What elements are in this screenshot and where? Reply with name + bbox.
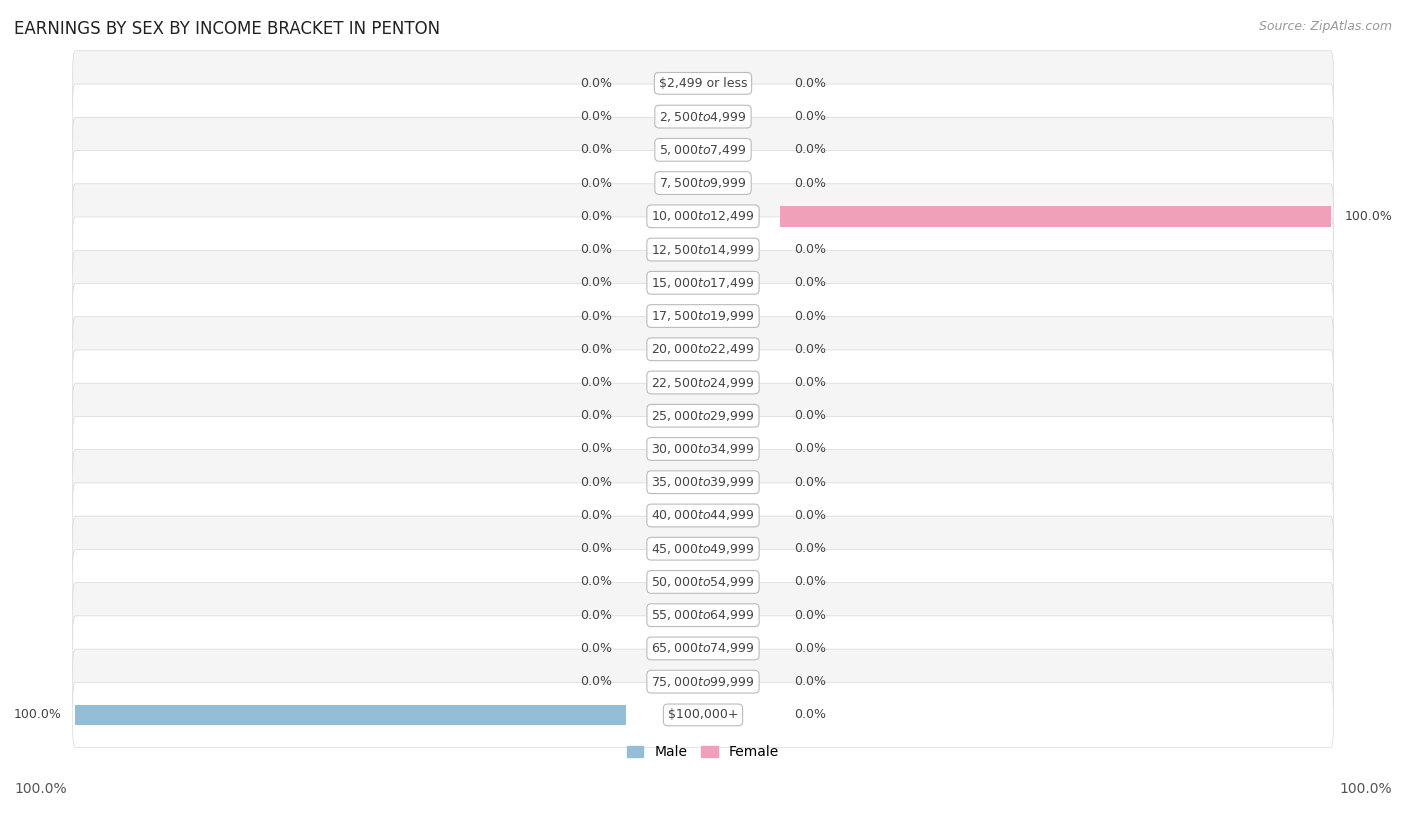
Text: 0.0%: 0.0%	[794, 575, 825, 589]
Text: 0.0%: 0.0%	[794, 475, 825, 488]
FancyBboxPatch shape	[73, 682, 1333, 747]
FancyBboxPatch shape	[73, 583, 1333, 648]
Text: 0.0%: 0.0%	[794, 376, 825, 389]
Text: 100.0%: 100.0%	[1344, 210, 1392, 223]
Text: $2,499 or less: $2,499 or less	[659, 77, 747, 90]
FancyBboxPatch shape	[73, 283, 1333, 348]
Text: 0.0%: 0.0%	[581, 675, 612, 688]
FancyBboxPatch shape	[73, 383, 1333, 449]
Text: $7,500 to $9,999: $7,500 to $9,999	[659, 176, 747, 190]
Text: $100,000+: $100,000+	[668, 708, 738, 721]
Text: 0.0%: 0.0%	[581, 443, 612, 456]
Text: $40,000 to $44,999: $40,000 to $44,999	[651, 509, 755, 523]
Text: 0.0%: 0.0%	[794, 443, 825, 456]
Text: $35,000 to $39,999: $35,000 to $39,999	[651, 475, 755, 489]
Text: 0.0%: 0.0%	[581, 143, 612, 156]
Text: 0.0%: 0.0%	[794, 77, 825, 90]
Text: 0.0%: 0.0%	[581, 376, 612, 389]
FancyBboxPatch shape	[73, 117, 1333, 182]
Text: 0.0%: 0.0%	[794, 509, 825, 522]
Text: $25,000 to $29,999: $25,000 to $29,999	[651, 409, 755, 422]
Text: $30,000 to $34,999: $30,000 to $34,999	[651, 442, 755, 456]
Text: $17,500 to $19,999: $17,500 to $19,999	[651, 309, 755, 323]
Text: $55,000 to $64,999: $55,000 to $64,999	[651, 608, 755, 622]
FancyBboxPatch shape	[73, 616, 1333, 681]
Text: 0.0%: 0.0%	[794, 409, 825, 422]
Text: EARNINGS BY SEX BY INCOME BRACKET IN PENTON: EARNINGS BY SEX BY INCOME BRACKET IN PEN…	[14, 20, 440, 38]
Text: 0.0%: 0.0%	[581, 542, 612, 555]
Text: 0.0%: 0.0%	[581, 177, 612, 190]
Text: 0.0%: 0.0%	[581, 409, 612, 422]
Text: 0.0%: 0.0%	[581, 243, 612, 256]
Text: 0.0%: 0.0%	[794, 343, 825, 356]
FancyBboxPatch shape	[73, 516, 1333, 581]
Text: 0.0%: 0.0%	[581, 210, 612, 223]
Text: $15,000 to $17,499: $15,000 to $17,499	[651, 276, 755, 290]
Text: $65,000 to $74,999: $65,000 to $74,999	[651, 641, 755, 655]
Text: 0.0%: 0.0%	[794, 642, 825, 655]
Text: 100.0%: 100.0%	[14, 708, 62, 721]
Text: $20,000 to $22,499: $20,000 to $22,499	[651, 342, 755, 357]
Legend: Male, Female: Male, Female	[621, 740, 785, 765]
Text: $75,000 to $99,999: $75,000 to $99,999	[651, 675, 755, 689]
Text: 0.0%: 0.0%	[581, 276, 612, 289]
FancyBboxPatch shape	[73, 151, 1333, 216]
FancyBboxPatch shape	[73, 317, 1333, 382]
Text: Source: ZipAtlas.com: Source: ZipAtlas.com	[1258, 20, 1392, 33]
Text: 100.0%: 100.0%	[14, 782, 66, 796]
Text: 0.0%: 0.0%	[794, 609, 825, 622]
Text: 0.0%: 0.0%	[794, 276, 825, 289]
Text: 0.0%: 0.0%	[581, 309, 612, 322]
Text: 0.0%: 0.0%	[581, 343, 612, 356]
FancyBboxPatch shape	[73, 184, 1333, 249]
FancyBboxPatch shape	[73, 350, 1333, 415]
Text: 0.0%: 0.0%	[581, 642, 612, 655]
Text: $50,000 to $54,999: $50,000 to $54,999	[651, 575, 755, 589]
Text: 100.0%: 100.0%	[1340, 782, 1392, 796]
FancyBboxPatch shape	[73, 417, 1333, 482]
FancyBboxPatch shape	[73, 449, 1333, 514]
FancyBboxPatch shape	[73, 549, 1333, 615]
FancyBboxPatch shape	[73, 649, 1333, 714]
Text: $10,000 to $12,499: $10,000 to $12,499	[651, 209, 755, 223]
Text: 0.0%: 0.0%	[581, 509, 612, 522]
Text: 0.0%: 0.0%	[794, 143, 825, 156]
Text: 0.0%: 0.0%	[581, 609, 612, 622]
Text: 0.0%: 0.0%	[581, 475, 612, 488]
Bar	[780, 206, 1330, 226]
Text: $45,000 to $49,999: $45,000 to $49,999	[651, 541, 755, 556]
FancyBboxPatch shape	[73, 50, 1333, 116]
Bar	[76, 705, 626, 725]
Text: 0.0%: 0.0%	[794, 675, 825, 688]
Text: $2,500 to $4,999: $2,500 to $4,999	[659, 110, 747, 124]
Text: $5,000 to $7,499: $5,000 to $7,499	[659, 142, 747, 157]
Text: 0.0%: 0.0%	[581, 77, 612, 90]
Text: 0.0%: 0.0%	[794, 243, 825, 256]
Text: $12,500 to $14,999: $12,500 to $14,999	[651, 243, 755, 256]
Text: 0.0%: 0.0%	[794, 177, 825, 190]
Text: 0.0%: 0.0%	[581, 110, 612, 123]
Text: 0.0%: 0.0%	[581, 575, 612, 589]
Text: 0.0%: 0.0%	[794, 708, 825, 721]
FancyBboxPatch shape	[73, 250, 1333, 315]
FancyBboxPatch shape	[73, 217, 1333, 282]
Text: 0.0%: 0.0%	[794, 542, 825, 555]
Text: 0.0%: 0.0%	[794, 110, 825, 123]
Text: $22,500 to $24,999: $22,500 to $24,999	[651, 375, 755, 390]
Text: 0.0%: 0.0%	[794, 309, 825, 322]
FancyBboxPatch shape	[73, 84, 1333, 149]
FancyBboxPatch shape	[73, 483, 1333, 548]
